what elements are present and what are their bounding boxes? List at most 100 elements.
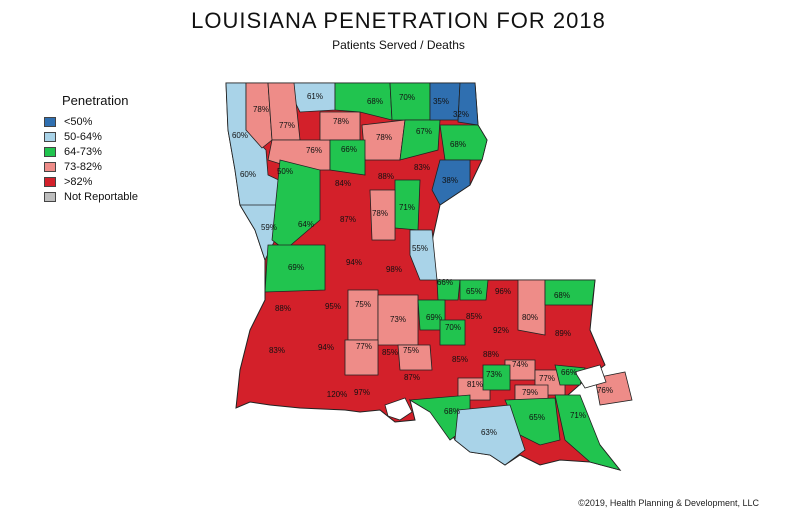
parish-value-label: 80% [522, 313, 538, 322]
parish-value-label: 75% [403, 346, 419, 355]
parish-value-label: 38% [442, 176, 458, 185]
legend-swatch [44, 146, 56, 157]
parish-value-label: 68% [554, 291, 570, 300]
legend-label: 50-64% [64, 130, 102, 143]
legend-title: Penetration [62, 93, 129, 108]
parish-value-label: 120% [327, 390, 347, 399]
parish-value-label: 74% [512, 360, 528, 369]
parish-value-label: 64% [298, 220, 314, 229]
parish-value-label: 68% [444, 407, 460, 416]
legend-swatch [44, 116, 56, 127]
parish-green-66 [329, 139, 366, 176]
parish-value-label: 83% [269, 346, 285, 355]
parish-green-68-se [544, 279, 596, 306]
copyright-credit: ©2019, Health Planning & Development, LL… [578, 498, 759, 508]
parish-value-label: 81% [467, 380, 483, 389]
parish-value-label: 65% [529, 413, 545, 422]
parish-blue-38 [431, 159, 471, 206]
parish-value-label: 66% [561, 368, 577, 377]
parish-value-label: 98% [386, 265, 402, 274]
parish-value-label: 60% [232, 131, 248, 140]
lake-pontchartrain [574, 364, 607, 389]
parish-pink-78-center [369, 189, 396, 241]
parish-value-label: 78% [333, 117, 349, 126]
parish-value-label: 78% [376, 133, 392, 142]
parish-value-label: 66% [341, 145, 357, 154]
parish-green-73 [482, 364, 511, 391]
parish-value-label: 85% [452, 355, 468, 364]
parish-green-64 [271, 159, 321, 251]
map-subtitle: Patients Served / Deaths [332, 38, 465, 52]
legend-swatch [44, 191, 56, 202]
parish-green-67 [399, 119, 441, 161]
parish-blue-32 [457, 82, 479, 126]
parish-value-label: 84% [335, 179, 351, 188]
parish-green-66-river [436, 279, 461, 301]
legend-label: Not Reportable [64, 190, 138, 203]
parish-value-label: 60% [240, 170, 256, 179]
parish-labels: 78% 61% 68% 70% 35% 32% 77% 78% 60% 76% 66% 78% 67% 6… [232, 92, 613, 437]
legend-swatch [44, 161, 56, 172]
parish-value-label: 70% [399, 93, 415, 102]
parish-pink-77-acadia [344, 339, 379, 376]
legend-swatch [44, 176, 56, 187]
parish-value-label: 68% [450, 140, 466, 149]
parish-value-label: 88% [483, 350, 499, 359]
parish-regions [225, 82, 633, 471]
parish-light-blue-63 [454, 404, 526, 466]
parish-value-label: 63% [481, 428, 497, 437]
parish-pink-75-iberville [397, 344, 433, 371]
parish-value-label: 94% [346, 258, 362, 267]
legend-label: 73-82% [64, 160, 102, 173]
map-title: LOUISIANA PENETRATION FOR 2018 [191, 8, 606, 33]
parish-value-label: 67% [416, 127, 432, 136]
legend-label: <50% [64, 115, 93, 128]
parish-pink-75 [347, 289, 379, 341]
parish-value-label: 78% [372, 209, 388, 218]
parish-value-label: 76% [597, 386, 613, 395]
parish-value-label: 65% [466, 287, 482, 296]
parish-green-70-mid [439, 319, 466, 346]
parish-pink-78-north [245, 82, 273, 149]
parish-green-71-plaq [554, 394, 622, 471]
parish-value-label: 87% [340, 215, 356, 224]
parish-value-label: 77% [356, 342, 372, 351]
parish-value-label: 97% [354, 388, 370, 397]
legend-item-73-82: 73-82% [44, 159, 138, 174]
parish-value-label: 73% [486, 370, 502, 379]
legend-label: >82% [64, 175, 93, 188]
legend: Penetration <50% 50-64% 64-73% 73-82% >8… [44, 93, 138, 204]
parish-value-label: 77% [279, 121, 295, 130]
parish-value-label: 68% [367, 97, 383, 106]
parish-light-blue-55 [409, 229, 438, 281]
parish-value-label: 50% [277, 167, 293, 176]
parish-value-label: 95% [325, 302, 341, 311]
legend-item-64-73: 64-73% [44, 144, 138, 159]
parish-green-68-east [439, 124, 488, 161]
parish-pink-80 [517, 279, 546, 336]
lake-calcasieu [384, 397, 413, 421]
parish-value-label: 71% [570, 411, 586, 420]
parish-value-label: 88% [378, 172, 394, 181]
parish-value-label: 70% [445, 323, 461, 332]
parish-green-66-sb [554, 364, 586, 386]
parish-value-label: 59% [261, 223, 277, 232]
parish-value-label: 55% [412, 244, 428, 253]
legend-item-not-reportable: Not Reportable [44, 189, 138, 204]
parish-green-68 [334, 82, 393, 121]
parish-green-69 [264, 244, 326, 293]
legend-item-50-64: 50-64% [44, 129, 138, 144]
parish-value-label: 96% [495, 287, 511, 296]
parish-value-label: 69% [426, 313, 442, 322]
parish-value-label: 75% [355, 300, 371, 309]
parish-value-label: 76% [306, 146, 322, 155]
parish-value-label: 87% [404, 373, 420, 382]
legend-label: 64-73% [64, 145, 102, 158]
parish-pink-77 [267, 82, 301, 141]
parish-value-label: 85% [382, 348, 398, 357]
parish-value-label: 73% [390, 315, 406, 324]
parish-value-label: 85% [466, 312, 482, 321]
parish-value-label: 79% [522, 388, 538, 397]
parish-value-label: 78% [253, 105, 269, 114]
legend-swatch [44, 131, 56, 142]
